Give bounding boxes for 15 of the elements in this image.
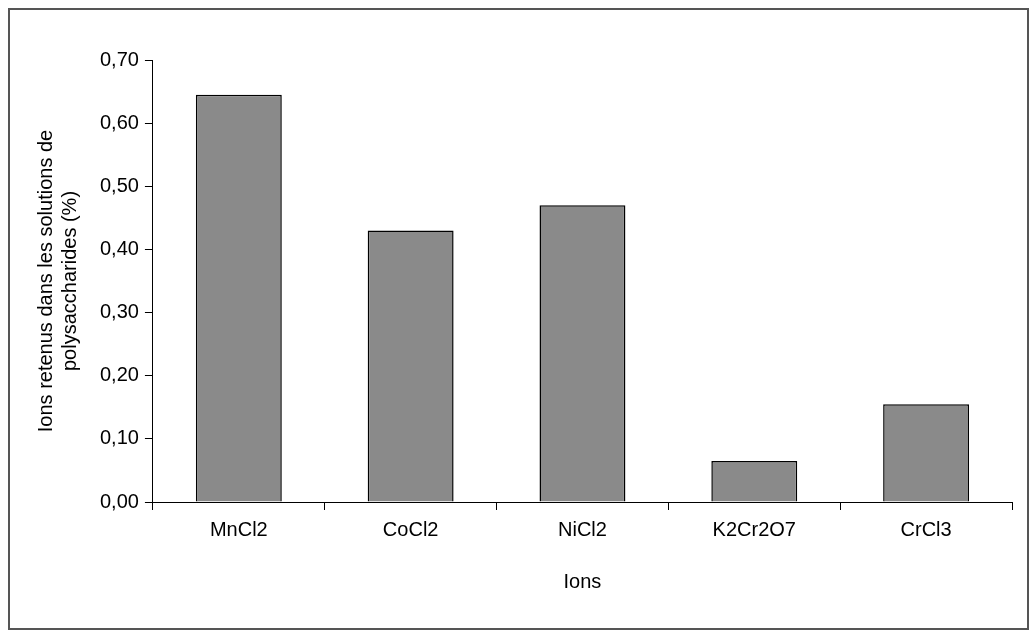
y-axis-title: Ions retenus dans les solutions de polysaccharides (%) [33,129,80,433]
x-tick-label: K2Cr2O7 [712,517,796,540]
y-tick-label: 0,10 [99,426,139,449]
y-tick-label: 0,00 [99,489,139,512]
y-tick-label: 0,60 [99,110,139,133]
y-tick-label: 0,20 [99,363,139,386]
y-tick-label: 0,70 [99,47,139,70]
x-tick-label: CoCl2 [382,517,439,540]
x-tick-label: NiCl2 [558,517,607,540]
y-tick-label: 0,40 [99,236,139,259]
x-axis-title: Ions [563,569,602,592]
x-tick-label: MnCl2 [209,517,268,540]
y-tick-label: 0,30 [99,300,139,323]
x-tick-label: CrCl3 [900,517,952,540]
y-tick-label: 0,50 [99,173,139,196]
